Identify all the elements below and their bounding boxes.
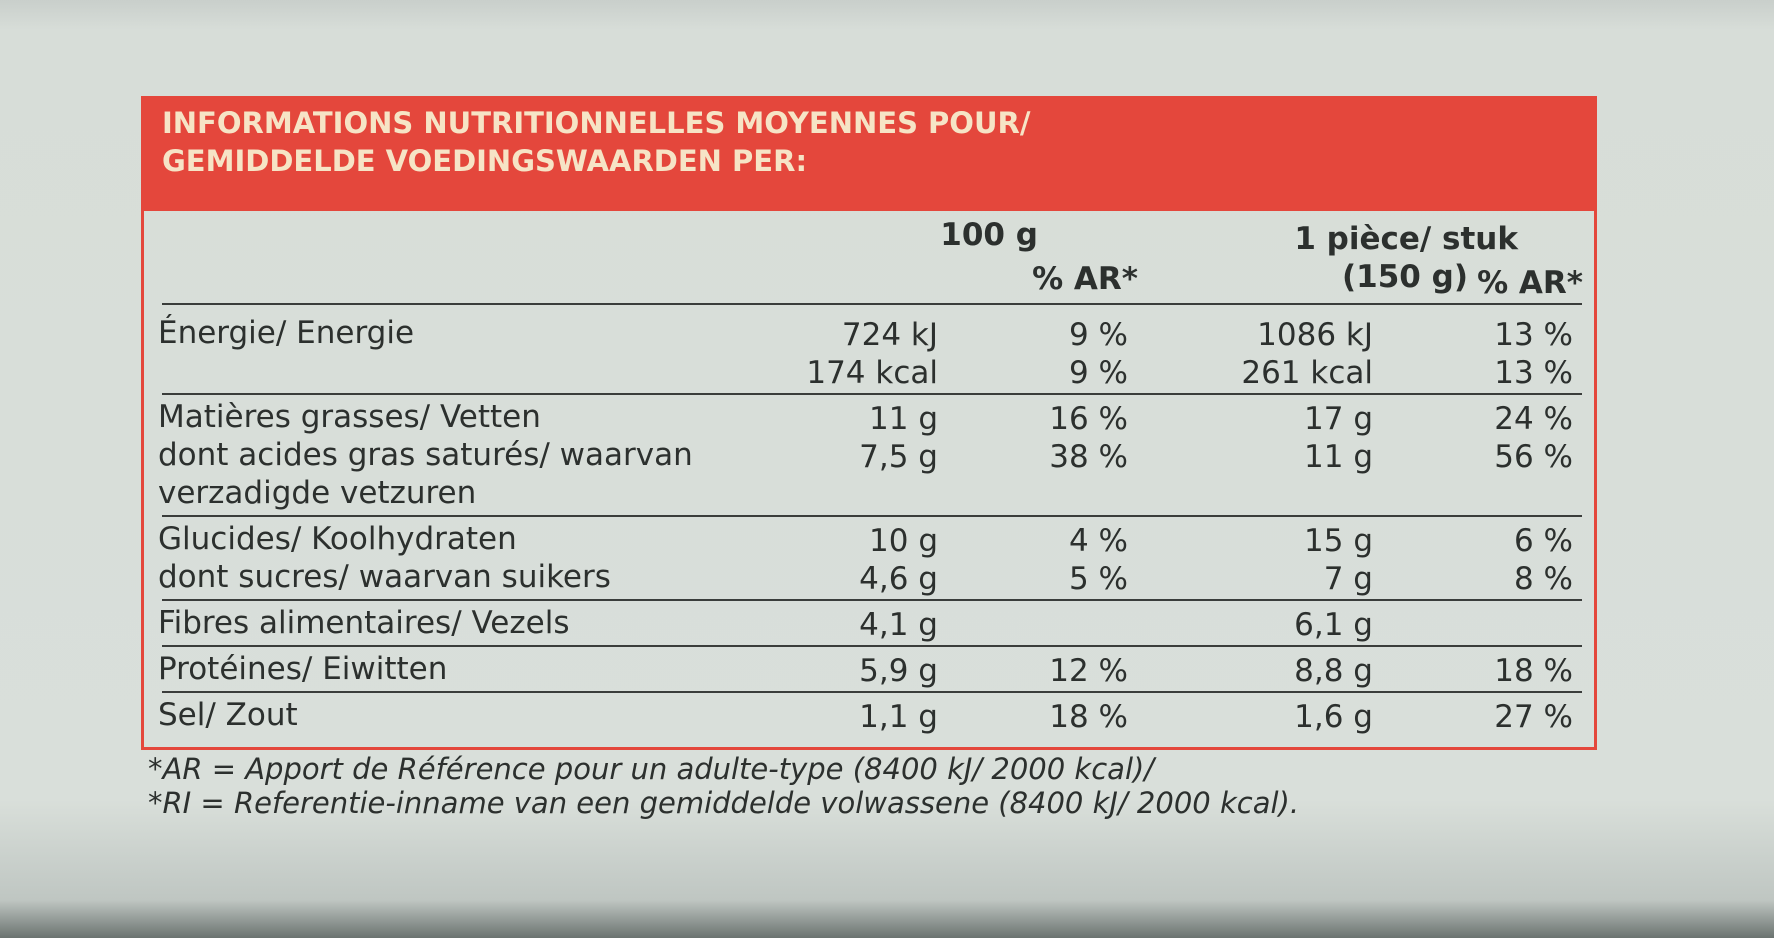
divider <box>162 645 1582 647</box>
cell: 174 kcal <box>806 355 938 391</box>
cell: 9 % <box>1068 355 1128 391</box>
cell: 5,9 g <box>859 653 938 689</box>
nutrition-label: INFORMATIONS NUTRITIONNELLES MOYENNES PO… <box>141 96 1597 750</box>
cell: 261 kcal <box>1241 355 1373 391</box>
cell: 4 % <box>1068 523 1128 559</box>
cell: 8,8 g <box>1294 653 1373 689</box>
cell: 38 % <box>1049 439 1128 475</box>
cell: 4,6 g <box>859 561 938 597</box>
cell: 9 % <box>1068 317 1128 353</box>
row-label: dont sucres/ waarvan suikers <box>158 559 611 595</box>
divider <box>162 599 1582 601</box>
header-band <box>144 99 1594 211</box>
cell: 15 g <box>1304 523 1373 559</box>
column-head: % AR* <box>1032 261 1138 297</box>
column-head: 100 g <box>940 217 1038 253</box>
cell: 6 % <box>1513 523 1573 559</box>
divider <box>162 393 1582 395</box>
cell: 18 % <box>1049 699 1128 735</box>
cell: 6,1 g <box>1294 607 1373 643</box>
cell: 11 g <box>869 401 938 437</box>
row-label: Protéines/ Eiwitten <box>158 651 448 687</box>
row-label: Glucides/ Koolhydraten <box>158 521 517 557</box>
row-label: dont acides gras saturés/ waarvan <box>158 437 693 473</box>
cell: 10 g <box>869 523 938 559</box>
divider <box>162 303 1582 305</box>
cell: 16 % <box>1049 401 1128 437</box>
row-label: Matières grasses/ Vetten <box>158 399 541 435</box>
cell: 17 g <box>1304 401 1373 437</box>
cell: 7 g <box>1323 561 1373 597</box>
cell: 24 % <box>1494 401 1573 437</box>
column-head: 1 pièce/ stuk <box>1294 221 1518 257</box>
cell: 7,5 g <box>859 439 938 475</box>
row-label: verzadigde vetzuren <box>158 475 477 511</box>
row-label: Sel/ Zout <box>158 697 298 733</box>
cell: 1,1 g <box>859 699 938 735</box>
cell: 11 g <box>1304 439 1373 475</box>
cell: 27 % <box>1494 699 1573 735</box>
cell: 5 % <box>1068 561 1128 597</box>
cell: 13 % <box>1494 355 1573 391</box>
row-label: Énergie/ Energie <box>158 315 415 351</box>
cell: 18 % <box>1494 653 1573 689</box>
footnote: *AR = Apport de Référence pour un adulte… <box>148 752 1155 786</box>
footnote: *RI = Referentie-inname van een gemiddel… <box>148 786 1300 820</box>
cell: 12 % <box>1049 653 1128 689</box>
cell: 13 % <box>1494 317 1573 353</box>
cell: 1,6 g <box>1294 699 1373 735</box>
cell: 8 % <box>1513 561 1573 597</box>
header-line: GEMIDDELDE VOEDINGSWAARDEN PER: <box>162 144 808 178</box>
divider <box>162 515 1582 517</box>
header-line: INFORMATIONS NUTRITIONNELLES MOYENNES PO… <box>162 106 1031 140</box>
cell: 56 % <box>1494 439 1573 475</box>
column-head: % AR* <box>1477 265 1583 301</box>
column-head: (150 g) <box>1341 259 1468 295</box>
divider <box>162 691 1582 693</box>
cell: 724 kJ <box>841 317 938 353</box>
cell: 1086 kJ <box>1257 317 1373 353</box>
cell: 4,1 g <box>859 607 938 643</box>
row-label: Fibres alimentaires/ Vezels <box>158 605 570 641</box>
